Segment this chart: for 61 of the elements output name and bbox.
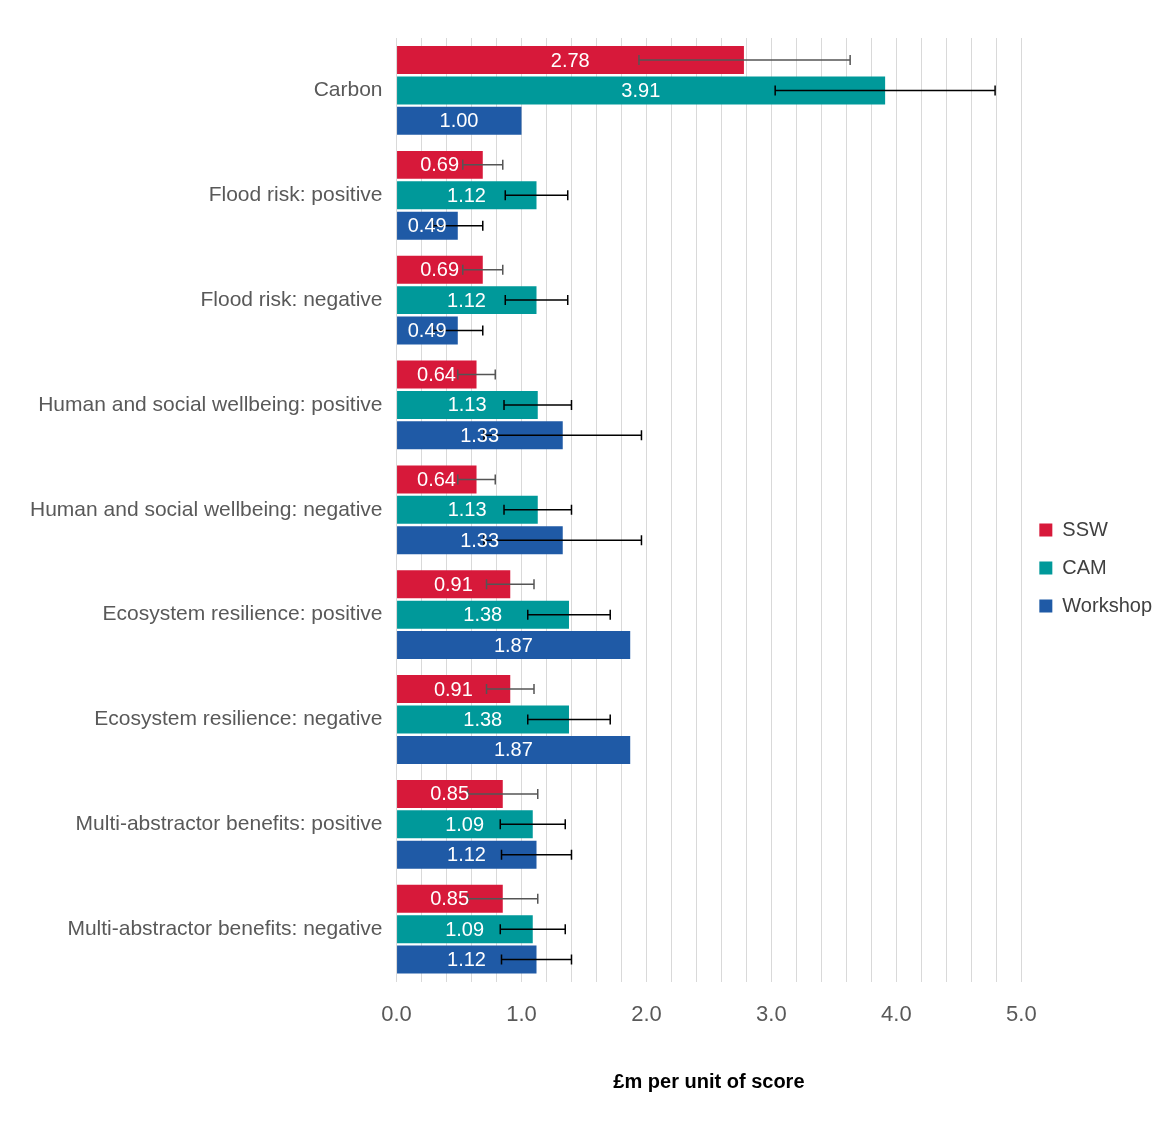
data-label: 1.12 (447, 183, 486, 206)
y-tick-label: Multi-abstractor benefits: positive (75, 811, 383, 835)
bar (397, 735, 631, 764)
data-label: 1.38 (463, 708, 503, 730)
data-label: 1.12 (447, 843, 486, 866)
x-tick-label: 3.0 (756, 1000, 787, 1026)
data-label: 1.33 (460, 423, 500, 446)
data-label: 1.13 (447, 498, 487, 521)
y-tick-label: Human and social wellbeing: positive (38, 391, 383, 415)
data-label: 3.91 (621, 78, 661, 101)
x-axis-title: £m per unit of score (613, 1069, 805, 1092)
data-label: 1.13 (447, 393, 487, 416)
bar (397, 705, 569, 734)
data-label: 0.91 (433, 572, 473, 595)
data-label: 0.64 (417, 467, 456, 490)
data-label: 0.69 (420, 153, 460, 176)
bar (397, 181, 537, 210)
y-tick-label: Flood risk: positive (208, 182, 383, 206)
y-tick-label: Human and social wellbeing: negative (29, 496, 383, 520)
bar (397, 76, 886, 105)
y-tick-label: Ecosystem resilience: negative (94, 706, 383, 730)
legend-label: SSW (1062, 517, 1109, 540)
y-tick-label: Ecosystem resilience: positive (102, 601, 383, 625)
bar (397, 600, 569, 629)
data-label: 1.87 (493, 633, 533, 656)
x-tick-label: 2.0 (631, 1000, 662, 1026)
bar (397, 840, 537, 869)
data-label: 2.78 (550, 48, 590, 71)
data-label: 0.64 (417, 363, 456, 386)
data-label: 0.69 (420, 258, 460, 281)
bar (397, 286, 537, 315)
x-tick-label: 0.0 (381, 1000, 412, 1026)
y-tick-label: Carbon (313, 77, 383, 101)
bar (397, 495, 538, 524)
bar (397, 675, 511, 704)
x-tick-label: 4.0 (881, 1000, 912, 1026)
legend-label: CAM (1062, 555, 1107, 578)
data-label: 1.87 (493, 738, 533, 761)
data-label: 1.09 (445, 812, 485, 835)
y-tick-label: Multi-abstractor benefits: negative (67, 915, 383, 939)
x-tick-label: 1.0 (506, 1000, 537, 1026)
data-label: 1.12 (447, 948, 486, 971)
data-label: 1.12 (447, 288, 486, 311)
bar (397, 915, 533, 944)
data-label: 1.33 (460, 528, 500, 551)
data-label: 0.91 (433, 677, 473, 700)
bar (397, 421, 563, 450)
bar (397, 631, 631, 660)
legend-label: Workshop (1062, 593, 1152, 616)
bar (397, 46, 744, 74)
data-label: 1.09 (445, 917, 485, 940)
data-label: 1.00 (439, 109, 479, 132)
bar (397, 526, 563, 555)
y-tick-label: Flood risk: negative (200, 286, 383, 310)
bar (397, 390, 538, 419)
bar (397, 570, 511, 599)
x-tick-label: 5.0 (1006, 1000, 1037, 1026)
data-label: 1.38 (463, 603, 503, 626)
bar (397, 810, 533, 839)
bar (397, 945, 537, 974)
bar (397, 106, 522, 135)
